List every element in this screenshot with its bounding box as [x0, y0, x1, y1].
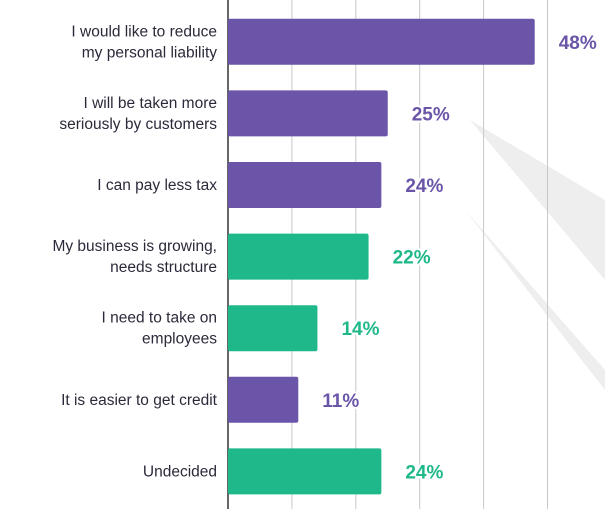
value-label: 11% [322, 391, 359, 412]
bar [228, 18, 535, 65]
bar [228, 448, 382, 495]
value-label: 25% [412, 104, 450, 125]
category-label: My business is growing, needs structure [52, 238, 217, 276]
bar [228, 90, 388, 137]
value-label: 48% [559, 33, 597, 54]
decor [465, 210, 605, 390]
decor [470, 120, 605, 280]
category-label: I will be taken more seriously by custome… [59, 95, 217, 133]
bar [228, 162, 382, 208]
category-label: I can pay less tax [97, 177, 217, 194]
value-label: 24% [405, 176, 443, 197]
bar [228, 233, 369, 280]
category-label: I need to take on employees [102, 310, 218, 348]
category-label: I would like to reduce my personal liabil… [71, 23, 217, 61]
value-label: 14% [341, 319, 379, 340]
category-label: It is easier to get credit [61, 392, 218, 409]
bar [228, 305, 318, 352]
bar [228, 376, 299, 423]
value-label: 22% [393, 248, 431, 269]
category-label: Undecided [143, 463, 217, 480]
value-label: 24% [405, 462, 443, 483]
